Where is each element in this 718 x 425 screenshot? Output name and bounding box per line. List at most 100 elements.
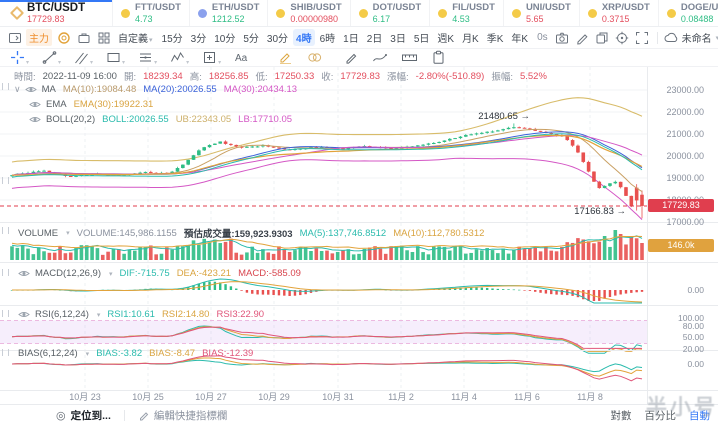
indicator-value: DEA:-423.21 <box>176 268 232 279</box>
highlight-brush-tool[interactable] <box>278 50 294 65</box>
briefcase-icon[interactable] <box>75 30 92 46</box>
freehand-curve-tool[interactable] <box>372 50 388 65</box>
ellipse-draw-tool[interactable] <box>307 50 323 65</box>
screenshot-icon[interactable] <box>554 30 571 46</box>
indicator-dropdown-caret[interactable]: ▾ <box>109 270 113 278</box>
ticker-ftt[interactable]: FTT/USDT 4.73 <box>112 0 189 26</box>
rectangle-tool[interactable]: ▾ <box>106 50 125 66</box>
ticker-dot[interactable]: DOT/USDT 6.17 <box>349 0 430 26</box>
ticker-symbol: ETH/USDT <box>211 1 260 13</box>
timeframe-6時[interactable]: 6時 <box>319 34 336 45</box>
timeframe-10分[interactable]: 10分 <box>214 34 236 45</box>
price-axis-label: 19000.00 <box>666 173 704 183</box>
collapse-chevron[interactable]: ∨ <box>14 84 21 94</box>
indicator-value: VOLUME <box>18 227 59 239</box>
visibility-eye-icon[interactable] <box>18 310 30 319</box>
ma-indicator-row[interactable]: ∨ MA MA(10):19084.48 MA(20):20026.55 MA(30):… <box>14 84 297 95</box>
panel-divider[interactable] <box>0 305 718 306</box>
coin-icon[interactable] <box>55 30 72 46</box>
indicator-value: MACD(12,26,9) <box>35 268 101 279</box>
position-box-tool[interactable]: ▾ <box>202 50 221 66</box>
panel-divider[interactable] <box>0 222 718 223</box>
saved-layout-menu[interactable]: 未命名 ▾ <box>664 30 718 45</box>
visibility-eye-icon[interactable] <box>29 100 41 109</box>
trend-line-tool[interactable]: ▾ <box>42 50 61 66</box>
ticker-uni[interactable]: UNI/USDT 5.65 <box>502 0 579 26</box>
panel-drag-handle[interactable] <box>2 349 9 356</box>
panel-drag-handle[interactable] <box>2 177 9 184</box>
ticker-eth[interactable]: ETH/USDT 1212.52 <box>188 0 268 26</box>
ticker-price: 0.00000980 <box>290 13 338 24</box>
text-tool[interactable]: Aa <box>234 50 251 65</box>
timeframe-2日[interactable]: 2日 <box>366 34 383 45</box>
timeframe-15分[interactable]: 15分 <box>161 34 183 45</box>
indicator-dropdown-caret[interactable]: ▾ <box>85 350 90 358</box>
wave-pattern-tool[interactable]: ▾ <box>170 50 189 66</box>
panel-divider[interactable] <box>0 390 718 391</box>
panel-drag-handle[interactable] <box>2 269 9 276</box>
ticker-btc[interactable]: BTC/USDT 17729.83 <box>0 0 112 26</box>
visibility-eye-icon[interactable] <box>29 115 41 124</box>
panel-divider[interactable] <box>0 262 718 263</box>
clipboard-tool[interactable] <box>431 50 446 65</box>
timeframe-月K[interactable]: 月K <box>462 34 479 45</box>
countdown-toggle[interactable]: 0s <box>537 32 548 43</box>
horizontal-lines-tool[interactable]: ▾ <box>138 50 157 66</box>
custom-interval-button[interactable]: 自定義▾ <box>118 34 153 45</box>
time-axis-label: 10月 23 <box>69 392 101 402</box>
edit-shortcut-indicators-button[interactable]: 編輯快捷指標欄 <box>138 408 227 423</box>
peak-price-annotation: 21480.65 → <box>478 111 530 122</box>
grid-icon[interactable] <box>95 30 112 46</box>
timeframe-年K[interactable]: 年K <box>511 34 529 45</box>
timeframe-3分[interactable]: 3分 <box>190 34 207 45</box>
timeframe-季K[interactable]: 季K <box>486 34 504 45</box>
timeframe-3日[interactable]: 3日 <box>390 34 406 45</box>
locate-to-button[interactable]: ◎ 定位到... <box>56 409 111 422</box>
ticker-shib[interactable]: SHIB/USDT 0.00000980 <box>267 0 349 26</box>
main-force-toggle[interactable]: 主力 <box>26 29 52 46</box>
visibility-eye-icon[interactable] <box>24 85 37 94</box>
ticker-xrp[interactable]: XRP/USDT 0.3715 <box>578 0 658 26</box>
pencil-tool[interactable] <box>344 50 359 65</box>
subpanel-axis-label: 0.00 <box>687 285 704 295</box>
rsi-header-row[interactable]: RSI(6,12,24) ▾ RSI1:10.61 RSI2:14.80 RSI3:22… <box>18 309 264 320</box>
subpanel-axis-label: 100.00 <box>678 313 704 323</box>
parallel-channel-tool[interactable]: ▾ <box>74 50 93 66</box>
chart-area[interactable]: 時間: 2022-11-09 16:00 開: 18239.34 高: 18256.85 低… <box>0 67 718 404</box>
subpanel-axis-label: 80.00 <box>682 320 704 331</box>
timeframe-1日[interactable]: 1日 <box>343 34 359 45</box>
timeframe-4時[interactable]: 4時 <box>293 29 315 46</box>
panel-drag-handle[interactable] <box>2 310 9 317</box>
indicator-dropdown-caret[interactable]: ▾ <box>66 230 70 237</box>
log-scale-toggle[interactable]: 對數 <box>610 409 632 422</box>
crosshair-tool[interactable]: ▾ <box>10 50 29 66</box>
chart-canvas[interactable] <box>0 67 647 390</box>
percent-scale-toggle[interactable]: 百分比 <box>644 409 677 422</box>
edit-pencil-icon[interactable] <box>574 30 591 46</box>
indicator-dropdown-caret[interactable]: ▾ <box>96 311 101 319</box>
ticker-fil[interactable]: FIL/USDT 4.53 <box>429 0 503 26</box>
fullscreen-icon[interactable] <box>634 30 651 46</box>
panel-divider[interactable] <box>0 350 718 351</box>
panel-drag-handle[interactable] <box>2 83 9 90</box>
volume-header-row[interactable]: VOLUME ▾ VOLUME:145,986.1155 預估成交量:159,923.… <box>18 226 484 241</box>
boll-indicator-row[interactable]: BOLL(20,2) BOLL:20026.55 UB:22343.05 LB:177… <box>29 114 292 125</box>
last-price-badge: 17729.83 <box>648 199 714 212</box>
panel-drag-handle[interactable] <box>2 227 9 234</box>
subpanel-axis-label: 0.00 <box>687 359 704 369</box>
timeframe-5日[interactable]: 5日 <box>413 34 430 45</box>
timeframe-週K[interactable]: 週K <box>437 34 455 45</box>
timeframe-30分[interactable]: 30分 <box>266 34 289 45</box>
ema-indicator-row[interactable]: EMA EMA(30):19922.31 <box>29 99 153 110</box>
copy-icon[interactable] <box>594 30 611 46</box>
timeframe-5分[interactable]: 5分 <box>243 34 259 45</box>
indicator-value: 18239.34 <box>143 70 183 82</box>
visibility-eye-icon[interactable] <box>18 269 30 278</box>
target-icon[interactable] <box>614 30 631 46</box>
macd-header-row[interactable]: MACD(12,26,9) ▾ DIF:-715.75 DEA:-423.21 MACD… <box>18 268 301 279</box>
bias-header-row[interactable]: BIAS(6,12,24) ▾ BIAS:-3.82 BIAS:-8.47 BIAS:-… <box>18 348 253 359</box>
measure-ruler-tool[interactable] <box>401 50 418 65</box>
auto-scale-toggle[interactable]: 自動 <box>689 409 710 422</box>
panel-layout-icon[interactable] <box>6 30 23 46</box>
